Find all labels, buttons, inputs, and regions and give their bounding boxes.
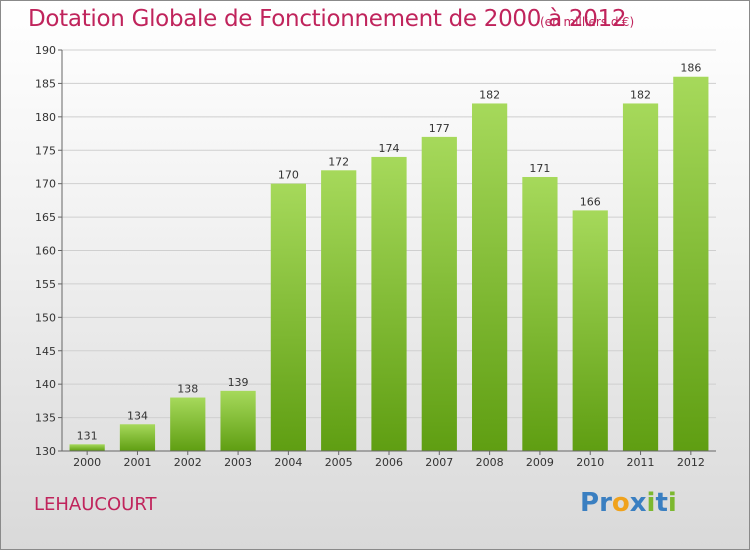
logo-letter: o: [611, 488, 630, 518]
value-label: 134: [127, 409, 148, 422]
y-tick-label: 135: [35, 412, 56, 425]
bar-2008: [472, 103, 508, 451]
logo-letter: t: [655, 488, 668, 518]
y-tick-label: 185: [35, 77, 56, 90]
bar-2005: [321, 170, 357, 452]
bars: [69, 76, 709, 452]
y-tick-label: 155: [35, 278, 56, 291]
bar-2000: [69, 444, 105, 451]
y-tick-label: 180: [35, 111, 56, 124]
bar-2006: [371, 156, 407, 451]
y-tick-label: 145: [35, 345, 56, 358]
logo-letter: i: [667, 488, 677, 518]
y-tick-label: 165: [35, 211, 56, 224]
y-tick-label: 190: [35, 44, 56, 57]
y-tick-label: 160: [35, 245, 56, 258]
value-label: 177: [429, 122, 450, 135]
x-tick-label: 2007: [425, 456, 453, 469]
x-tick-label: 2008: [476, 456, 504, 469]
y-tick-label: 140: [35, 378, 56, 391]
bar-2004: [270, 183, 306, 451]
commune-name: LEHAUCOURT: [34, 494, 157, 515]
bar-2002: [170, 397, 206, 451]
value-label: 182: [479, 88, 500, 101]
bar-2007: [421, 136, 457, 451]
y-tick-label: 150: [35, 311, 56, 324]
bar-2010: [572, 210, 608, 451]
value-label: 186: [680, 62, 701, 75]
value-label: 139: [228, 376, 249, 389]
value-label: 131: [77, 429, 98, 442]
x-tick-label: 2010: [576, 456, 604, 469]
y-tick-label: 170: [35, 178, 56, 191]
x-tick-label: 2005: [325, 456, 353, 469]
value-label: 170: [278, 169, 299, 182]
x-tick-label: 2002: [174, 456, 202, 469]
x-tick-label: 2003: [224, 456, 252, 469]
bar-2012: [673, 76, 709, 451]
x-tick-label: 2011: [627, 456, 655, 469]
x-tick-label: 2012: [677, 456, 705, 469]
chart-title: Dotation Globale de Fonctionnement de 20…: [28, 6, 627, 32]
bar-2011: [622, 103, 659, 451]
bar-2003: [220, 390, 256, 451]
x-tick-label: 2009: [526, 456, 554, 469]
axes: 130 135 140 145 150 155 160 165 170 175 180 185 190 1…: [35, 44, 716, 469]
value-label: 174: [379, 142, 400, 155]
value-label: 171: [529, 162, 550, 175]
value-label: 138: [177, 383, 198, 396]
x-tick-label: 2006: [375, 456, 403, 469]
logo-letter: x: [629, 488, 647, 518]
x-tick-label: 2001: [123, 456, 151, 469]
value-label: 166: [580, 195, 601, 208]
value-label: 172: [328, 155, 349, 168]
y-tick-label: 130: [35, 445, 56, 458]
logo-letter: P: [580, 488, 600, 518]
logo-letter: r: [599, 488, 612, 518]
bar-2001: [119, 424, 156, 451]
proxiti-logo[interactable]: Proxiti: [580, 488, 677, 518]
x-tick-label: 2000: [73, 456, 101, 469]
unit-note: (en milliers d'€): [540, 15, 635, 29]
logo-letter: i: [646, 488, 656, 518]
bar-2009: [522, 176, 558, 451]
x-tick-label: 2004: [274, 456, 302, 469]
value-label: 182: [630, 88, 651, 101]
y-tick-label: 175: [35, 144, 56, 157]
